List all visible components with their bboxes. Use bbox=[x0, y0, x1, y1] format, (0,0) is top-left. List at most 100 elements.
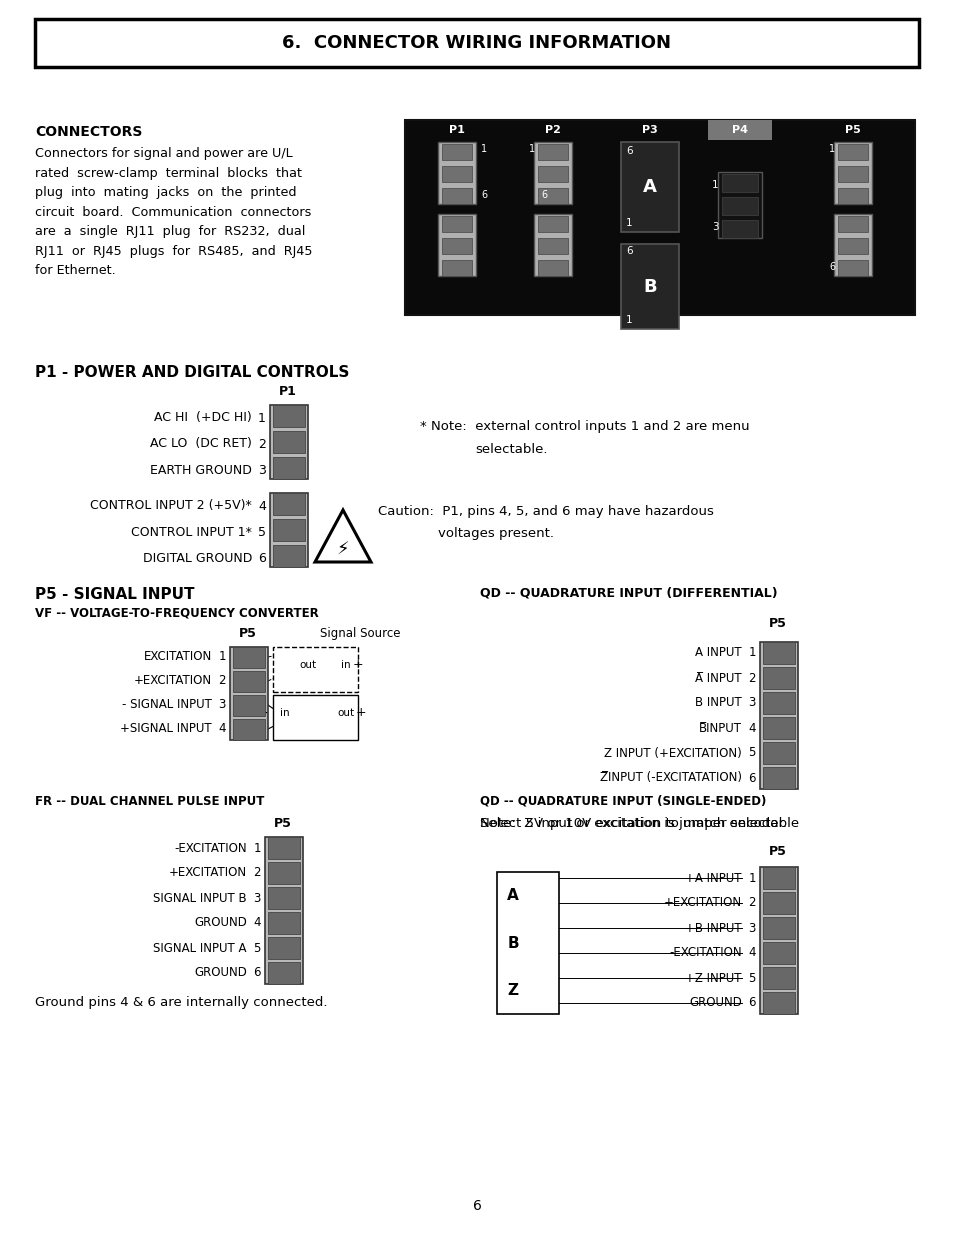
Text: 6.  CONNECTOR WIRING INFORMATION: 6. CONNECTOR WIRING INFORMATION bbox=[282, 35, 671, 52]
Text: P1 - POWER AND DIGITAL CONTROLS: P1 - POWER AND DIGITAL CONTROLS bbox=[35, 366, 349, 380]
Text: 5: 5 bbox=[257, 526, 266, 538]
Bar bbox=[273, 545, 305, 567]
Bar bbox=[837, 261, 867, 275]
Text: in: in bbox=[280, 708, 290, 718]
Text: Caution:  P1, pins 4, 5, and 6 may have hazardous: Caution: P1, pins 4, 5, and 6 may have h… bbox=[377, 505, 713, 517]
Bar bbox=[35, 19, 918, 67]
Text: - SIGNAL INPUT: - SIGNAL INPUT bbox=[122, 699, 212, 711]
Text: 3: 3 bbox=[748, 697, 755, 709]
Text: 3: 3 bbox=[218, 699, 226, 711]
Bar bbox=[833, 214, 871, 275]
Bar bbox=[534, 214, 572, 275]
Bar bbox=[837, 238, 867, 254]
Text: 5: 5 bbox=[748, 972, 755, 984]
Bar bbox=[721, 198, 758, 215]
Bar bbox=[273, 519, 305, 541]
Bar bbox=[268, 837, 299, 860]
Bar bbox=[437, 142, 476, 204]
Text: +EXCITATION: +EXCITATION bbox=[169, 867, 247, 879]
Text: 2: 2 bbox=[748, 672, 755, 684]
Bar bbox=[762, 918, 794, 939]
Text: A: A bbox=[507, 888, 518, 903]
Bar bbox=[762, 642, 794, 664]
Text: P1: P1 bbox=[449, 125, 464, 135]
Text: Z̅INPUT (-EXCITATATION): Z̅INPUT (-EXCITATATION) bbox=[599, 772, 741, 784]
Text: +SIGNAL INPUT: +SIGNAL INPUT bbox=[120, 722, 212, 736]
Text: 3: 3 bbox=[748, 921, 755, 935]
Text: 2: 2 bbox=[258, 437, 266, 451]
Text: 4: 4 bbox=[748, 721, 755, 735]
Text: +: + bbox=[355, 706, 366, 720]
Text: P5: P5 bbox=[768, 845, 786, 858]
Bar bbox=[441, 261, 472, 275]
Bar bbox=[497, 872, 558, 1014]
Bar bbox=[441, 238, 472, 254]
Bar bbox=[760, 867, 797, 1014]
Text: 6: 6 bbox=[625, 146, 632, 156]
Text: ⚡: ⚡ bbox=[336, 541, 349, 559]
Text: 4: 4 bbox=[258, 499, 266, 513]
Text: P5 - SIGNAL INPUT: P5 - SIGNAL INPUT bbox=[35, 587, 194, 601]
Text: 1: 1 bbox=[748, 646, 755, 659]
Text: VF -- VOLTAGE-TO-FREQUENCY CONVERTER: VF -- VOLTAGE-TO-FREQUENCY CONVERTER bbox=[35, 606, 318, 620]
Text: 6: 6 bbox=[748, 772, 755, 784]
Text: SIGNAL INPUT A: SIGNAL INPUT A bbox=[153, 941, 247, 955]
Text: QD -- QUADRATURE INPUT (DIFFERENTIAL): QD -- QUADRATURE INPUT (DIFFERENTIAL) bbox=[479, 587, 777, 600]
Text: P3: P3 bbox=[641, 125, 658, 135]
Bar bbox=[762, 892, 794, 914]
Bar bbox=[833, 142, 871, 204]
Text: 3: 3 bbox=[258, 463, 266, 477]
Text: EARTH GROUND: EARTH GROUND bbox=[150, 463, 252, 477]
Bar bbox=[273, 457, 305, 479]
Text: 3: 3 bbox=[253, 892, 261, 904]
Bar bbox=[762, 967, 794, 989]
Bar bbox=[441, 165, 472, 182]
Bar bbox=[537, 188, 567, 204]
Text: CONNECTORS: CONNECTORS bbox=[35, 125, 142, 140]
Text: 6: 6 bbox=[258, 552, 266, 564]
Text: SIGNAL INPUT B: SIGNAL INPUT B bbox=[153, 892, 247, 904]
Text: A̅ INPUT: A̅ INPUT bbox=[695, 672, 741, 684]
Text: 1: 1 bbox=[258, 411, 266, 425]
Bar bbox=[268, 887, 299, 909]
Text: 5: 5 bbox=[253, 941, 261, 955]
Text: 4: 4 bbox=[253, 916, 261, 930]
Text: P5: P5 bbox=[239, 627, 256, 640]
Bar bbox=[762, 767, 794, 789]
Bar bbox=[762, 667, 794, 689]
Text: Signal Source: Signal Source bbox=[319, 627, 400, 640]
Text: P5: P5 bbox=[844, 125, 860, 135]
Text: 6: 6 bbox=[253, 967, 261, 979]
Text: selectable.: selectable. bbox=[475, 443, 547, 456]
Text: Ground pins 4 & 6 are internally connected.: Ground pins 4 & 6 are internally connect… bbox=[35, 995, 327, 1009]
Bar bbox=[233, 647, 265, 668]
Bar bbox=[273, 647, 357, 692]
Bar bbox=[405, 120, 914, 315]
Bar bbox=[762, 867, 794, 889]
Text: +EXCITATION: +EXCITATION bbox=[133, 674, 212, 688]
Text: 1: 1 bbox=[253, 841, 261, 855]
Text: GROUND: GROUND bbox=[193, 967, 247, 979]
Text: 1: 1 bbox=[625, 315, 632, 325]
Bar bbox=[762, 718, 794, 739]
Bar bbox=[534, 142, 572, 204]
Bar bbox=[837, 165, 867, 182]
Text: 1: 1 bbox=[711, 180, 718, 190]
Bar bbox=[437, 214, 476, 275]
Bar bbox=[762, 942, 794, 965]
Text: EXCITATION: EXCITATION bbox=[144, 651, 212, 663]
Text: A INPUT: A INPUT bbox=[695, 646, 741, 659]
Bar bbox=[270, 493, 308, 567]
Text: 1: 1 bbox=[748, 872, 755, 884]
Text: Note:  Z input or excitation is jumper selectable: Note: Z input or excitation is jumper se… bbox=[479, 818, 799, 830]
Bar bbox=[837, 216, 867, 232]
Text: +Z INPUT: +Z INPUT bbox=[685, 972, 741, 984]
Text: -EXCITATION: -EXCITATION bbox=[174, 841, 247, 855]
Text: 6: 6 bbox=[748, 997, 755, 1009]
Text: Select 5V or 10V excitation to match encoder.: Select 5V or 10V excitation to match enc… bbox=[479, 818, 786, 830]
Text: in: in bbox=[341, 659, 351, 671]
Text: +B INPUT: +B INPUT bbox=[684, 921, 741, 935]
Bar bbox=[230, 647, 268, 740]
Text: QD -- QUADRATURE INPUT (SINGLE-ENDED): QD -- QUADRATURE INPUT (SINGLE-ENDED) bbox=[479, 795, 765, 808]
Text: DIGITAL GROUND: DIGITAL GROUND bbox=[143, 552, 252, 564]
